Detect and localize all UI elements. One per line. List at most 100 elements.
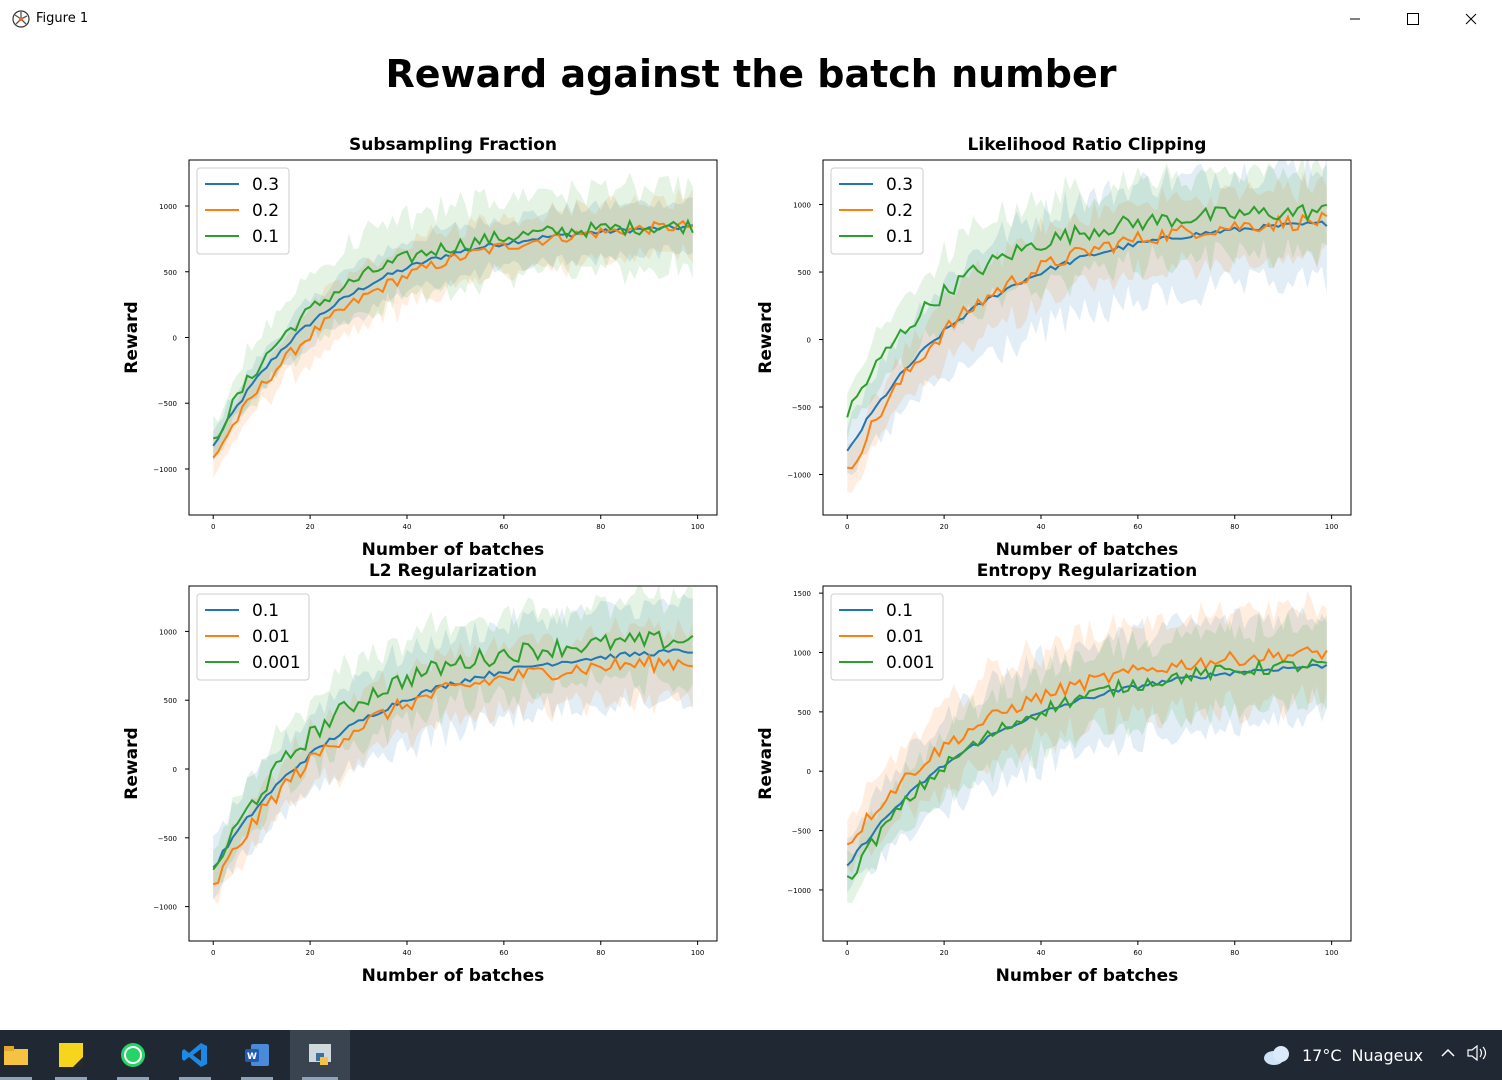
close-icon	[1465, 13, 1477, 25]
x-tick-label: 60	[499, 949, 508, 957]
x-tick-label: 60	[499, 523, 508, 531]
minimize-icon	[1350, 18, 1360, 20]
legend-label: 0.01	[886, 627, 924, 647]
x-tick-label: 20	[940, 523, 949, 531]
x-tick-label: 80	[596, 523, 605, 531]
legend-label: 0.01	[252, 627, 290, 647]
close-button[interactable]	[1442, 0, 1500, 38]
x-tick-label: 40	[403, 949, 412, 957]
cloud-icon	[1264, 1046, 1289, 1065]
legend-label: 0.1	[886, 227, 913, 247]
taskbar-app-vscode[interactable]	[169, 1030, 221, 1080]
x-tick-label: 20	[306, 949, 315, 957]
taskbar: W	[0, 1030, 1502, 1080]
series-line-0.2	[212, 219, 693, 459]
x-tick-label: 20	[306, 523, 315, 531]
x-axis-label: Number of batches	[362, 540, 545, 560]
legend-box	[196, 593, 310, 681]
plot-area	[846, 590, 1328, 904]
subplot-4: 0 20 40 60 80 100 −1000 −500 0 500 1000 1500 Entropy…	[756, 561, 1352, 986]
speaker-icon[interactable]	[1466, 1044, 1488, 1062]
maximize-button[interactable]	[1384, 0, 1442, 38]
maximize-icon	[1407, 13, 1419, 25]
x-tick-label: 0	[845, 523, 849, 531]
x-tick-label: 0	[211, 949, 215, 957]
legend-label: 0.2	[252, 201, 279, 221]
axes-frame	[822, 585, 1352, 942]
x-tick-label: 100	[1325, 949, 1338, 957]
figure-svg: Reward against the batch number 0 20 40 60 8…	[122, 52, 1352, 986]
taskbar-app-word[interactable]: W	[231, 1030, 283, 1080]
x-tick-label: 0	[845, 949, 849, 957]
y-axis-label: Reward	[122, 727, 142, 799]
y-tick-label: 0	[807, 768, 811, 776]
x-tick-label: 80	[1230, 523, 1239, 531]
figure-app-icon	[12, 10, 30, 28]
series-line-0.1	[212, 648, 693, 869]
file-explorer-icon	[4, 1046, 28, 1065]
axes-frame	[188, 585, 718, 942]
plot-area	[846, 160, 1328, 493]
legend-label: 0.1	[886, 601, 913, 621]
sticky-notes-icon	[59, 1043, 83, 1067]
y-tick-label: 500	[164, 697, 177, 705]
x-axis-label: Number of batches	[996, 966, 1179, 986]
band-0.1	[213, 172, 693, 461]
legend: 0.1 0.01 0.001	[196, 593, 310, 681]
subplot-title: Likelihood Ratio Clipping	[968, 135, 1207, 155]
legend-label: 0.3	[252, 175, 279, 195]
x-tick-label: 80	[596, 949, 605, 957]
band-0.3	[847, 160, 1327, 476]
series-line-0.01	[212, 652, 693, 886]
y-axis-label: Reward	[756, 727, 776, 799]
y-tick-label: −500	[792, 828, 811, 836]
taskbar-app-python[interactable]	[290, 1030, 350, 1080]
weather-widget[interactable]: 17°C Nuageux	[1262, 1040, 1423, 1070]
legend-label: 0.1	[252, 227, 279, 247]
word-icon: W	[245, 1044, 269, 1066]
y-tick-label: 1000	[159, 628, 177, 636]
taskbar-app-file-explorer[interactable]	[0, 1030, 42, 1080]
y-tick-label: −1000	[787, 887, 811, 895]
band-0.3	[213, 197, 693, 461]
y-tick-label: −1000	[787, 472, 811, 480]
taskbar-app-sticky-notes[interactable]	[45, 1030, 97, 1080]
subplot-2: 0 20 40 60 80 100 −1000 −500 0 500 1000 Likelihood …	[756, 135, 1352, 560]
subplot-title: Entropy Regularization	[977, 561, 1198, 581]
band-0.01	[847, 590, 1327, 874]
x-tick-label: 40	[1037, 949, 1046, 957]
window-titlebar: Figure 1	[0, 0, 1502, 38]
plot-area	[212, 172, 694, 478]
legend-box	[196, 167, 290, 255]
y-tick-label: 500	[798, 269, 811, 277]
series-line-0.1	[846, 203, 1328, 418]
y-tick-label: 1000	[793, 649, 811, 657]
legend: 0.3 0.2 0.1	[196, 167, 290, 255]
chevron-up-icon[interactable]	[1440, 1045, 1456, 1061]
x-tick-label: 60	[1133, 949, 1142, 957]
legend-label: 0.2	[886, 201, 913, 221]
x-tick-label: 20	[940, 949, 949, 957]
subplot-title: Subsampling Fraction	[349, 135, 557, 155]
legend: 0.3 0.2 0.1	[830, 167, 924, 255]
band-0.001	[847, 611, 1327, 904]
figure-canvas: Reward against the batch number 0 20 40 60 8…	[0, 38, 1502, 1030]
band-0.2	[847, 171, 1327, 493]
band-0.1	[847, 160, 1327, 441]
taskbar-app-whatsapp[interactable]	[107, 1030, 159, 1080]
legend-label: 0.001	[886, 653, 935, 673]
svg-text:W: W	[247, 1052, 257, 1062]
legend-box	[830, 167, 924, 255]
x-tick-label: 80	[1230, 949, 1239, 957]
minimize-button[interactable]	[1326, 0, 1384, 38]
subplots: 0 20 40 60 80 100−1000−50005001000Subsampling…	[122, 135, 1352, 986]
x-tick-label: 40	[403, 523, 412, 531]
x-tick-label: 0	[211, 523, 215, 531]
system-tray	[1440, 1044, 1488, 1062]
subplot-title: L2 Regularization	[369, 561, 537, 581]
subplot-3: 0 20 40 60 80 100 −1000 −500 0 500 1000 L2 Regulari…	[122, 561, 718, 986]
x-tick-label: 100	[691, 949, 704, 957]
legend-box	[830, 593, 944, 681]
window-title: Figure 1	[36, 11, 89, 26]
y-tick-label: 1000	[159, 203, 177, 211]
